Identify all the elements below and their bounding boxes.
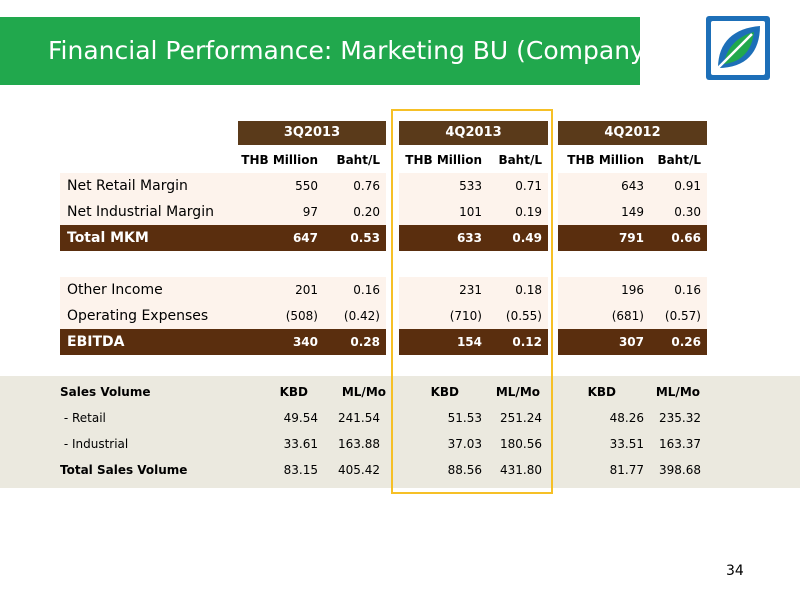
page-title: Financial Performance: Marketing BU (Com…	[48, 36, 655, 65]
row-value: 0.28	[324, 329, 386, 355]
sales-volume-unit-header: KBD	[587, 385, 616, 399]
row-value: (0.55)	[488, 303, 548, 329]
row-value: 196	[558, 277, 650, 303]
sales-volume-value: 48.26	[609, 411, 644, 425]
row-value: 0.20	[324, 199, 386, 225]
row-value: (508)	[238, 303, 324, 329]
row-value: 307	[558, 329, 650, 355]
sales-volume-value: 431.80	[500, 463, 542, 477]
row-value: 0.16	[324, 277, 386, 303]
row-value: 0.49	[488, 225, 548, 251]
row-label: Net Industrial Margin	[60, 199, 238, 225]
row-value: (0.57)	[650, 303, 707, 329]
row-value: 533	[399, 173, 488, 199]
sales-volume-unit-header: KBD	[430, 385, 459, 399]
row-value: 201	[238, 277, 324, 303]
sales-volume-value: 33.51	[609, 437, 644, 451]
row-value: 0.30	[650, 199, 707, 225]
column-subheader: Baht/L	[498, 153, 542, 167]
row-value: 633	[399, 225, 488, 251]
row-label: Other Income	[60, 277, 238, 303]
period-header: 4Q2012	[558, 121, 707, 145]
row-value: (681)	[558, 303, 650, 329]
sales-volume-value: 398.68	[659, 463, 701, 477]
row-value: 0.76	[324, 173, 386, 199]
sales-volume-value: 37.03	[447, 437, 482, 451]
row-value: 550	[238, 173, 324, 199]
row-value: 0.19	[488, 199, 548, 225]
sales-volume-value: 33.61	[283, 437, 318, 451]
row-value: 0.12	[488, 329, 548, 355]
row-label: Operating Expenses	[60, 303, 238, 329]
row-value: 0.53	[324, 225, 386, 251]
sales-volume-unit-header: ML/Mo	[341, 385, 386, 399]
sales-volume-value: 180.56	[500, 437, 542, 451]
row-value: 154	[399, 329, 488, 355]
sales-volume-value: 241.54	[338, 411, 380, 425]
column-subheader: Baht/L	[657, 153, 701, 167]
row-value: 0.91	[650, 173, 707, 199]
row-value: 647	[238, 225, 324, 251]
sales-volume-row-label: Total Sales Volume	[60, 463, 188, 477]
sales-volume-value: 405.42	[338, 463, 380, 477]
row-value: 97	[238, 199, 324, 225]
row-value: 231	[399, 277, 488, 303]
page-number: 34	[726, 563, 744, 579]
row-value: 0.66	[650, 225, 707, 251]
row-value: 0.16	[650, 277, 707, 303]
row-value: 0.18	[488, 277, 548, 303]
sales-volume-label: Sales Volume	[60, 385, 151, 399]
sales-volume-unit-header: ML/Mo	[655, 385, 700, 399]
column-subheader: THB Million	[405, 153, 482, 167]
sales-volume-value: 81.77	[609, 463, 644, 477]
row-value: (710)	[399, 303, 488, 329]
column-subheader: THB Million	[241, 153, 318, 167]
row-value: 0.71	[488, 173, 548, 199]
row-value: 0.26	[650, 329, 707, 355]
leaf-logo-icon	[706, 16, 770, 80]
sales-volume-value: 83.15	[283, 463, 318, 477]
period-header: 3Q2013	[238, 121, 386, 145]
column-subheader: Baht/L	[336, 153, 380, 167]
sales-volume-value: 49.54	[283, 411, 318, 425]
sales-volume-value: 235.32	[659, 411, 701, 425]
column-subheader: THB Million	[567, 153, 644, 167]
row-label: Net Retail Margin	[60, 173, 238, 199]
row-value: 791	[558, 225, 650, 251]
row-value: 149	[558, 199, 650, 225]
sales-volume-band	[0, 376, 800, 488]
sales-volume-row-label: - Industrial	[60, 437, 129, 451]
sales-volume-value: 251.24	[500, 411, 542, 425]
highlight-4q2013	[391, 109, 553, 494]
sales-volume-unit-header: ML/Mo	[495, 385, 540, 399]
row-value: 643	[558, 173, 650, 199]
row-value: (0.42)	[324, 303, 386, 329]
period-header: 4Q2013	[399, 121, 548, 145]
sales-volume-value: 51.53	[447, 411, 482, 425]
sales-volume-value: 163.88	[338, 437, 380, 451]
sales-volume-unit-header: KBD	[279, 385, 308, 399]
title-bar	[0, 17, 640, 85]
row-value: 340	[238, 329, 324, 355]
sales-volume-value: 88.56	[447, 463, 482, 477]
row-label: EBITDA	[60, 329, 238, 355]
row-value: 101	[399, 199, 488, 225]
row-label: Total MKM	[60, 225, 238, 251]
sales-volume-row-label: - Retail	[60, 411, 106, 425]
sales-volume-value: 163.37	[659, 437, 701, 451]
